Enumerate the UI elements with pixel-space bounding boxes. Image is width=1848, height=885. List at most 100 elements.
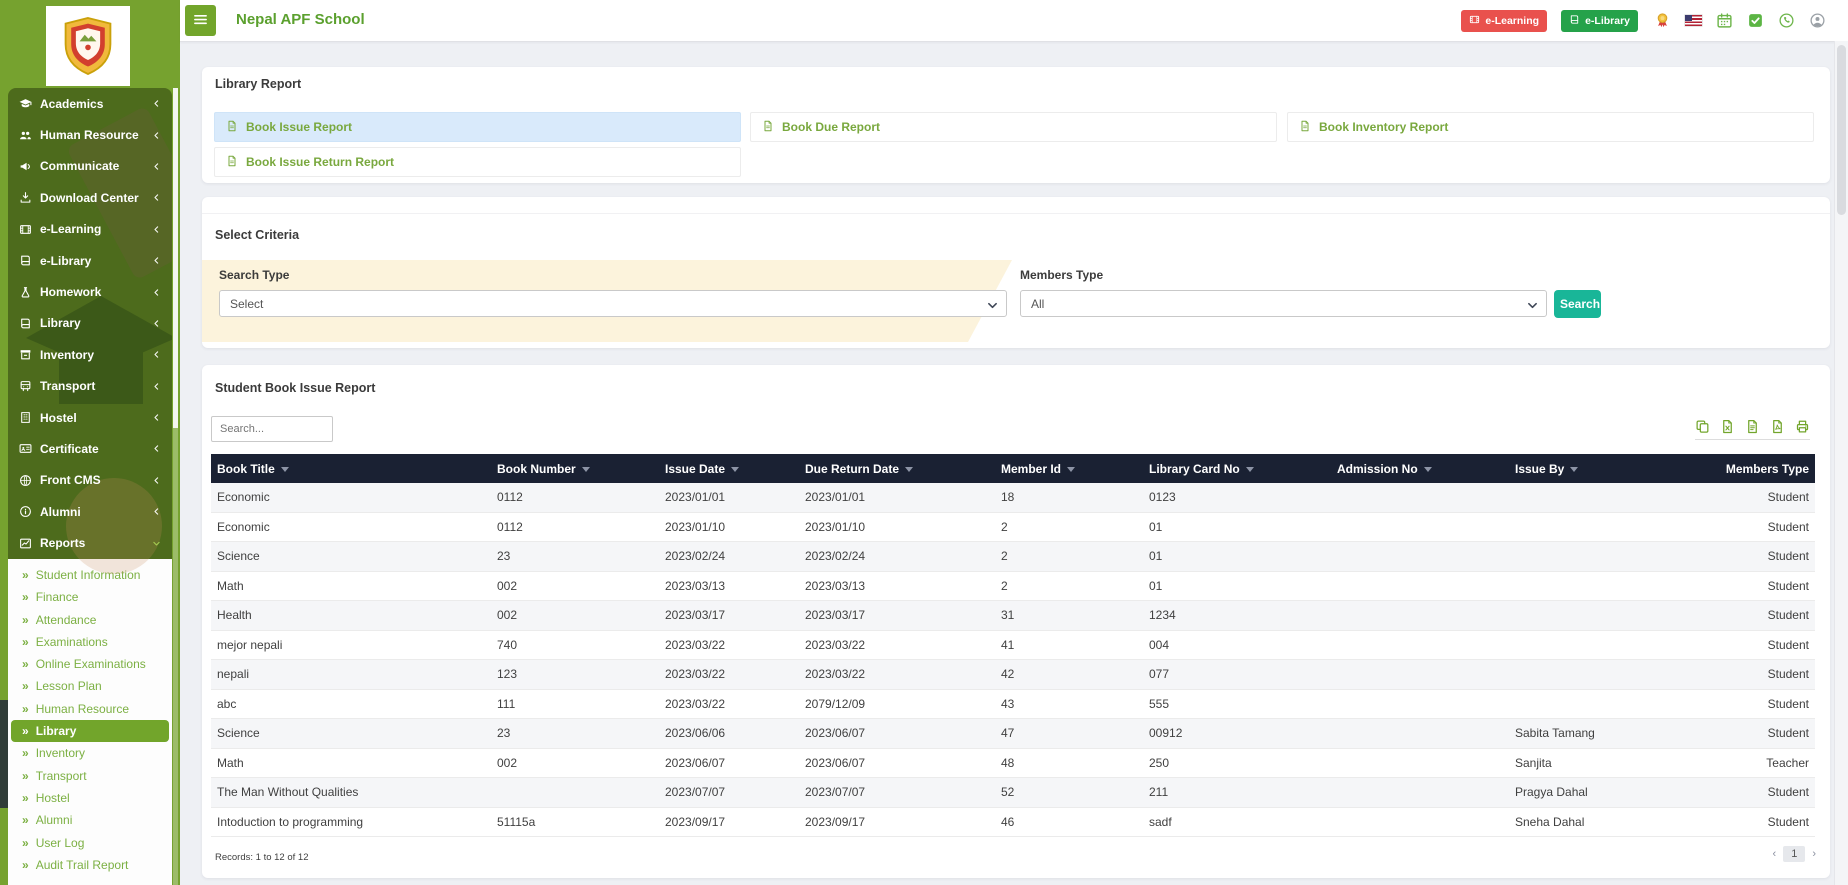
sidebar-item-homework[interactable]: Homework [8,276,172,307]
elibrary-button[interactable]: e-Library [1561,9,1638,32]
column-header-members-type: Members Type [1665,454,1815,483]
sidebar-item-label: Hostel [40,410,77,425]
search-button[interactable]: Search [1554,290,1601,318]
column-header-issue-date[interactable]: Issue Date [659,454,799,483]
chevron-left-icon [152,99,161,108]
page-number-button[interactable]: 1 [1783,846,1806,862]
reports-submenu-item-alumni[interactable]: » Alumni [11,809,169,831]
sidebar-item-label: Front CMS [40,473,101,488]
user-circle-icon[interactable] [1809,12,1826,29]
double-angle-icon: » [22,857,29,872]
tab-book-issue-return-report[interactable]: Book Issue Return Report [214,147,741,177]
reports-submenu-item-hostel[interactable]: » Hostel [11,787,169,809]
sort-icon [1067,466,1076,472]
calendar-icon[interactable] [1716,12,1733,29]
table-cell [1509,659,1665,690]
reports-submenu-item-library[interactable]: » Library [11,719,169,743]
sidebar-item-reports[interactable]: Reports [8,527,172,558]
sidebar-item-e-library[interactable]: e-Library [8,245,172,276]
hamburger-icon [193,12,208,30]
reports-submenu-item-examinations[interactable]: » Examinations [11,631,169,653]
whatsapp-icon[interactable] [1778,12,1795,29]
sidebar-item-alumni[interactable]: Alumni [8,496,172,527]
globe-icon [19,474,40,487]
table-cell [1509,600,1665,631]
table-cell: 31 [995,600,1143,631]
reports-submenu-item-audit-trail-report[interactable]: » Audit Trail Report [11,854,169,876]
reports-submenu-item-user-log[interactable]: » User Log [11,831,169,853]
chevron-left-icon [152,413,161,422]
sidebar-item-transport[interactable]: Transport [8,371,172,402]
reports-submenu-item-lesson-plan[interactable]: » Lesson Plan [11,675,169,697]
column-header-due-return-date[interactable]: Due Return Date [799,454,995,483]
submenu-item-label: Online Examinations [35,657,146,672]
print-icon[interactable] [1795,419,1810,434]
pdf-export-icon[interactable] [1770,419,1785,434]
submenu-item-label: Human Resource [35,701,130,716]
reports-submenu-item-online-examinations[interactable]: » Online Examinations [11,653,169,675]
sidebar-toggle-button[interactable] [185,5,216,36]
next-page-button[interactable]: › [1812,848,1816,860]
school-crest-icon [64,17,112,76]
copy-export-icon[interactable] [1695,419,1710,434]
sidebar-item-certificate[interactable]: Certificate [8,433,172,464]
table-cell: 2023/03/22 [659,689,799,719]
search-type-select[interactable]: Select [219,290,1007,317]
chevron-left-icon [152,162,161,171]
reports-submenu-item-inventory[interactable]: » Inventory [11,742,169,764]
column-header-issue-by[interactable]: Issue By [1509,454,1665,483]
prev-page-button[interactable]: ‹ [1772,848,1777,860]
us-flag-icon[interactable] [1685,15,1702,26]
column-header-book-number[interactable]: Book Number [491,454,659,483]
sidebar-item-library[interactable]: Library [8,308,172,339]
tab-book-due-report[interactable]: Book Due Report [750,112,1277,142]
sidebar-item-inventory[interactable]: Inventory [8,339,172,370]
table-cell [1509,483,1665,513]
tab-book-issue-report[interactable]: Book Issue Report [214,112,741,142]
elearning-button[interactable]: e-Learning [1461,9,1548,32]
column-header-library-card-no[interactable]: Library Card No [1143,454,1331,483]
top-bar: Nepal APF School e-Learning e-Library [180,0,1848,42]
sidebar-item-download-center[interactable]: Download Center [8,182,172,213]
page-scrollbar[interactable] [1834,41,1848,885]
reports-submenu-item-student-information[interactable]: » Student Information [11,564,169,586]
sidebar-item-label: Academics [40,96,104,111]
sidebar-item-front-cms[interactable]: Front CMS [8,465,172,496]
reports-submenu-item-transport[interactable]: » Transport [11,765,169,787]
reports-submenu-item-attendance[interactable]: » Attendance [11,608,169,630]
table-cell: Sanjita [1509,748,1665,778]
table-cell: 2079/12/09 [799,689,995,719]
table-cell: 211 [1143,777,1331,808]
school-logo [46,6,130,86]
column-header-admission-no[interactable]: Admission No [1331,454,1509,483]
excel-export-icon[interactable] [1720,419,1735,434]
sidebar-item-e-learning[interactable]: e-Learning [8,214,172,245]
sidebar-item-label: Library [40,316,81,331]
sidebar-illustration [0,700,8,808]
table-cell: 2023/06/07 [799,718,995,749]
file-icon [1299,120,1311,135]
sidebar-scrollbar[interactable] [173,88,178,885]
table-cell: mejor nepali [211,630,491,660]
column-header-book-title[interactable]: Book Title [211,454,491,483]
reports-submenu-item-human-resource[interactable]: » Human Resource [11,698,169,720]
medal-icon[interactable] [1654,12,1671,29]
sidebar-item-human-resource[interactable]: Human Resource [8,119,172,150]
reports-submenu-item-finance[interactable]: » Finance [11,586,169,608]
table-cell: 2023/03/22 [659,630,799,660]
page-title: Nepal APF School [236,11,365,28]
members-type-select[interactable]: All [1020,290,1547,317]
column-header-member-id[interactable]: Member Id [995,454,1143,483]
csv-export-icon[interactable] [1745,419,1760,434]
tab-book-inventory-report[interactable]: Book Inventory Report [1287,112,1814,142]
sidebar-item-hostel[interactable]: Hostel [8,402,172,433]
sidebar-item-academics[interactable]: Academics [8,88,172,119]
table-cell: Sneha Dahal [1509,807,1665,837]
table-cell: Health [211,600,491,631]
table-search-input[interactable] [211,416,333,442]
chevron-left-icon [152,382,161,391]
sidebar-item-communicate[interactable]: Communicate [8,151,172,182]
table-cell: 2023/03/17 [659,600,799,631]
check-square-icon[interactable] [1747,12,1764,29]
sidebar: Academics Human Resource Communicate Downlo… [0,0,180,885]
